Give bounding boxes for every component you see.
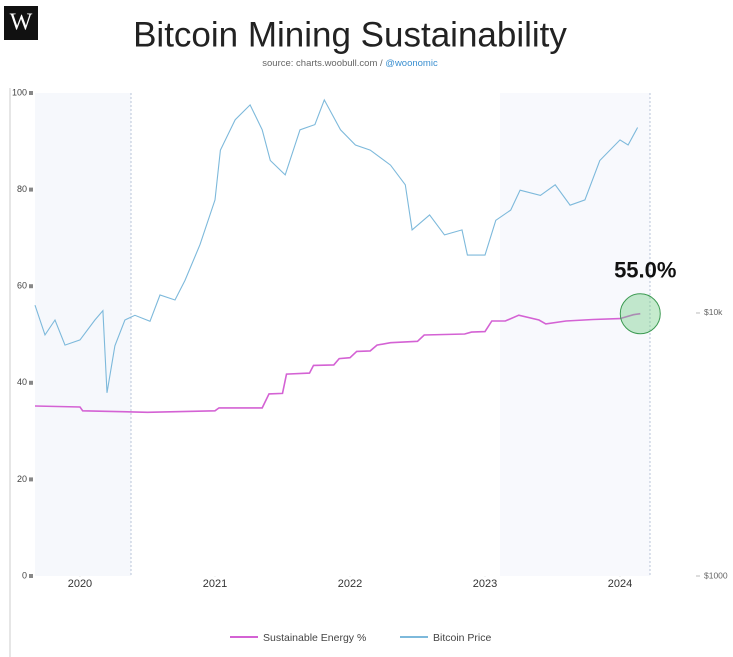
legend-label: Bitcoin Price <box>433 632 492 644</box>
chart-title: Bitcoin Mining Sustainability <box>133 15 567 54</box>
annotation: 55.0% <box>614 258 676 283</box>
y-tick-label: 80 <box>17 184 27 194</box>
subtitle: source: charts.woobull.com / @woonomic <box>262 58 438 69</box>
x-tick-label: 2021 <box>203 578 227 590</box>
x-tick-label: 2024 <box>608 578 632 590</box>
source: source: charts.woobull.com / <box>262 58 383 69</box>
pre-halving-band <box>500 93 650 576</box>
y-tick-mark <box>29 284 33 289</box>
x-tick-label: 2023 <box>473 578 497 590</box>
y-tick-mark <box>29 477 33 482</box>
y-tick-label: 20 <box>17 474 27 484</box>
logo: W <box>10 10 33 36</box>
y-tick-mark <box>29 187 33 192</box>
y2-tick-label: $1000 <box>704 570 728 580</box>
pre-halving-band <box>35 93 131 576</box>
y-tick-label: 60 <box>17 281 27 291</box>
series-line <box>34 312 641 414</box>
y-tick-label: 0 <box>22 570 27 580</box>
y-tick-label: 40 <box>17 377 27 387</box>
x-tick-label: 2020 <box>68 578 92 590</box>
x-tick-label: 2022 <box>338 578 362 590</box>
legend-label: Sustainable Energy % <box>263 632 366 644</box>
series-line <box>34 98 639 393</box>
logo-box <box>4 6 38 40</box>
y-tick-mark <box>29 91 33 95</box>
y-tick-label: 100 <box>12 87 27 97</box>
credit[interactable]: @woonomic <box>385 58 438 69</box>
y-tick-mark <box>29 380 33 385</box>
y2-tick-label: $10k <box>704 307 723 317</box>
highlight-circle <box>619 293 661 335</box>
y-tick-mark <box>29 574 33 578</box>
